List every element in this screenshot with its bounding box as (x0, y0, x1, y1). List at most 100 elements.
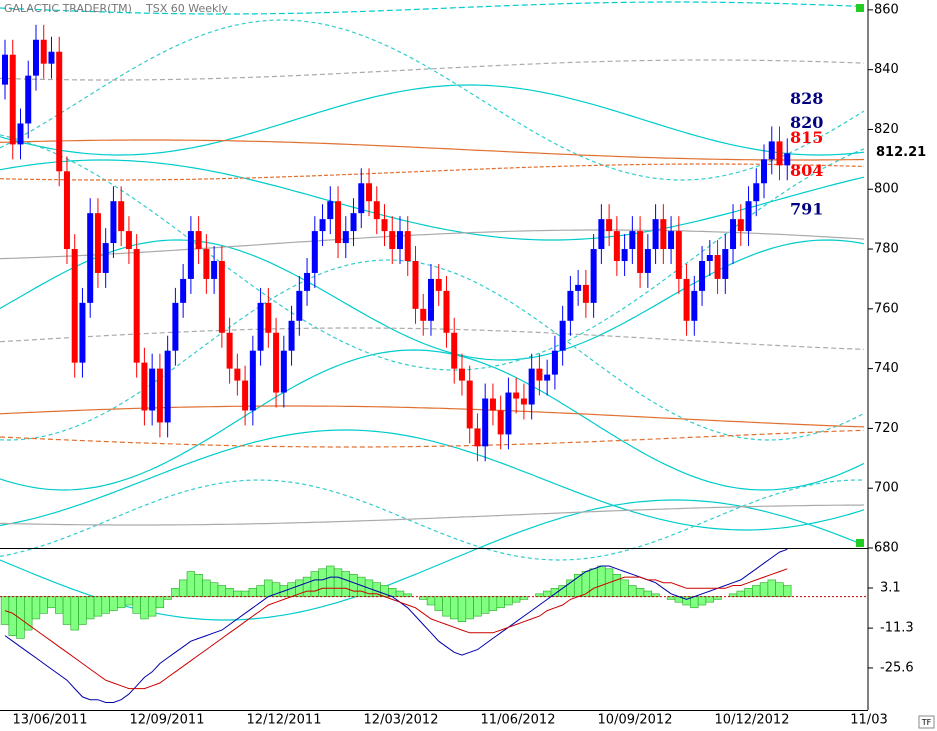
histogram-bar (581, 571, 591, 597)
candle-body (644, 249, 651, 273)
histogram-bar (310, 571, 319, 597)
histogram-bar (117, 596, 126, 609)
x-tick-label: 13/06/2011 (13, 713, 88, 728)
candle-body (102, 243, 109, 273)
candle-body (265, 302, 272, 333)
candle-body (273, 332, 280, 393)
candle-body (761, 159, 768, 184)
candle-body (784, 153, 791, 166)
y-tick-label: 780 (874, 242, 899, 257)
annotation: 828 (790, 89, 823, 108)
candle-body (443, 290, 450, 333)
histogram-bar (178, 579, 188, 597)
histogram-bar (635, 587, 645, 597)
candle-body (652, 219, 659, 250)
candle-body (110, 201, 117, 244)
candle-body (606, 219, 613, 232)
candle-body (621, 249, 628, 261)
candle-body (397, 231, 403, 250)
candle-body (482, 398, 489, 447)
last-price: 812.21 (876, 145, 926, 160)
histogram-bar (302, 576, 312, 597)
x-tick-label: 12/03/2012 (364, 713, 439, 728)
histogram-bar (512, 596, 521, 603)
candle-body (474, 428, 481, 447)
histogram-bar (504, 596, 513, 606)
histogram-bar (759, 582, 769, 597)
indicator-line (4, 568, 788, 690)
candle-body (40, 39, 47, 64)
histogram-bar (194, 574, 203, 597)
histogram-bar (31, 596, 41, 620)
candle-body (675, 231, 682, 279)
histogram-bar (395, 590, 405, 597)
histogram-bar (434, 596, 443, 611)
candle-body (358, 183, 365, 214)
candle-body (87, 213, 94, 303)
histogram-bar (442, 596, 451, 617)
histogram-bar (124, 596, 134, 606)
y-tick-label: 3.1 (880, 580, 901, 595)
histogram-bar (186, 571, 196, 597)
x-tick-label: 12/12/2011 (247, 713, 322, 728)
tf-box[interactable] (918, 715, 935, 729)
histogram-bar (496, 596, 505, 609)
histogram-bar (752, 585, 761, 597)
y-tick-label: 860 (874, 2, 899, 17)
candle-body (373, 201, 380, 220)
candle-body (528, 368, 535, 405)
histogram-bar (256, 585, 265, 597)
histogram-bar (597, 565, 606, 597)
histogram-bar (473, 596, 482, 617)
histogram-bar (93, 596, 103, 617)
cycle-line (0, 59, 865, 81)
histogram-bar (767, 579, 776, 597)
histogram-bar (47, 596, 56, 609)
histogram-bar (155, 596, 165, 609)
tf-label: TF (921, 718, 932, 727)
candle-body (381, 219, 388, 232)
cycle-line (0, 159, 865, 241)
candle-body (234, 368, 241, 381)
candle-body (172, 302, 179, 351)
cycle-line (0, 134, 865, 371)
histogram-bar (101, 596, 110, 614)
candle-body (63, 171, 70, 250)
histogram-bar (62, 596, 72, 625)
annotation: 804 (790, 161, 823, 180)
candle-body (164, 350, 171, 423)
y-tick-label: 800 (874, 182, 899, 197)
histogram-bar (589, 568, 598, 597)
candle-body (304, 272, 311, 291)
candle-body (389, 231, 396, 250)
candle-body (691, 290, 698, 321)
x-tick-label: 11/03 (850, 713, 887, 728)
histogram-bar (705, 596, 714, 603)
y-tick-label: -11.3 (880, 621, 914, 636)
histogram-bar (202, 579, 211, 597)
candle-body (180, 278, 187, 303)
histogram-bar (86, 596, 95, 620)
histogram-bar (109, 596, 118, 611)
candle-body (327, 201, 334, 220)
candle-body (598, 219, 605, 250)
candle-body (79, 302, 86, 363)
cycle-line (0, 429, 865, 531)
candle-body (25, 75, 32, 124)
candle-body (544, 374, 551, 381)
y-tick-label: 760 (874, 301, 899, 316)
candle-body (559, 320, 566, 351)
histogram-bar (225, 587, 234, 597)
y-tick-label: -25.6 (880, 660, 914, 675)
candle-body (753, 183, 760, 202)
histogram-bar (233, 590, 242, 597)
histogram-bar (248, 587, 258, 597)
candle-body (737, 219, 744, 232)
histogram-bar (628, 585, 637, 597)
histogram-bar (542, 590, 552, 597)
candle-body (94, 213, 101, 273)
candle-body (156, 368, 163, 423)
candle-body (242, 380, 249, 411)
